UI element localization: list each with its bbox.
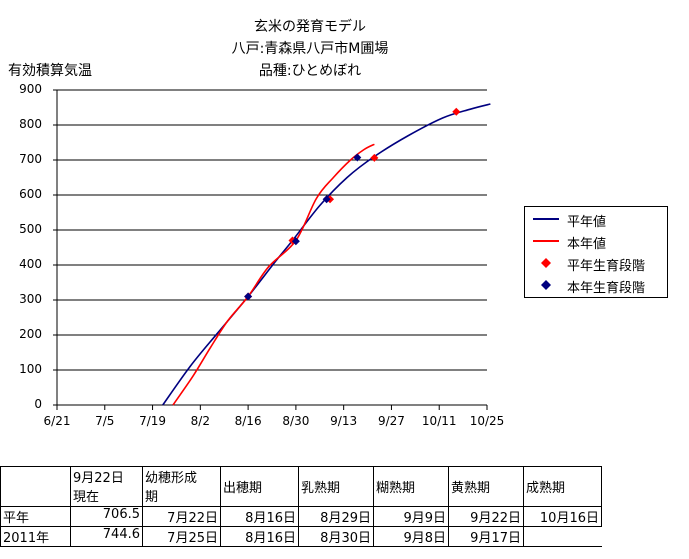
table-cell: 7月25日 xyxy=(142,526,221,547)
x-tick-label: 7/5 xyxy=(95,414,115,428)
legend-label: 平年値 xyxy=(567,215,607,230)
y-tick-label: 800 xyxy=(19,117,42,131)
legend-item-this-year-stage: 本年生育段階 xyxy=(531,275,665,296)
table-cell: 2011年 xyxy=(0,526,71,547)
table-cell: 9月17日 xyxy=(448,526,524,547)
series-line-normal xyxy=(162,103,491,406)
table-cell: 7月22日 xyxy=(142,506,221,527)
chart-title-line-1: 玄米の発育モデル xyxy=(254,19,366,35)
y-tick-label: 500 xyxy=(19,222,42,236)
table-header-cell: 乳熟期 xyxy=(298,466,374,507)
y-tick-label: 600 xyxy=(19,187,42,201)
series-line-this-year xyxy=(172,143,375,406)
chart xyxy=(53,89,491,410)
table-cell: 9月22日 xyxy=(448,506,524,527)
chart-title-line-3: 品種:ひとめぼれ xyxy=(258,63,362,79)
x-tick-label: 9/13 xyxy=(330,414,358,428)
table-header-cell: 黄熟期 xyxy=(448,466,524,507)
table-header-cell: 出穂期 xyxy=(220,466,299,507)
y-tick-label: 900 xyxy=(19,82,42,96)
table-cell: 706.5 xyxy=(70,506,143,527)
axes xyxy=(53,89,488,410)
marker-this-year-stage xyxy=(353,153,362,162)
legend-item-normal-line: 平年値 xyxy=(531,209,665,230)
y-tick-label: 100 xyxy=(19,362,42,376)
table-cell: 10月16日 xyxy=(523,506,602,527)
table-cell: 744.6 xyxy=(70,526,143,547)
table-header-cell: 9月22日 現在 xyxy=(70,466,143,507)
x-tick-label: 8/16 xyxy=(234,414,262,428)
table-row: 平年 706.5 7月22日 8月16日 8月29日 9月9日 9月22日 10… xyxy=(0,506,602,527)
grid-lines xyxy=(57,89,487,406)
marker-normal-stage xyxy=(370,153,379,162)
table-header-cell: 糊熟期 xyxy=(373,466,449,507)
table-cell: 平年 xyxy=(0,506,71,527)
table-header-cell xyxy=(0,466,71,507)
x-tick-label: 6/21 xyxy=(43,414,71,428)
y-tick-label: 400 xyxy=(19,257,42,271)
x-tick-label: 7/19 xyxy=(139,414,167,428)
table-header-cell: 幼穂形成 期 xyxy=(142,466,221,507)
marker-this-year-stage xyxy=(291,237,300,246)
table-cell: 8月30日 xyxy=(298,526,374,547)
legend-item-this-year-line: 本年値 xyxy=(531,231,665,252)
x-tick-label: 8/2 xyxy=(190,414,210,428)
table-row: 2011年 744.6 7月25日 8月16日 8月30日 9月8日 9月17日 xyxy=(0,526,602,547)
chart-title-line-2: 八戸:青森県八戸市M圃場 xyxy=(231,41,389,57)
y-tick-label: 700 xyxy=(19,152,42,166)
x-tick-label: 10/25 xyxy=(469,414,505,428)
legend-item-normal-stage: 平年生育段階 xyxy=(531,253,665,274)
legend-label: 平年生育段階 xyxy=(567,259,646,274)
table-header-row: 9月22日 現在 幼穂形成 期 出穂期 乳熟期 糊熟期 黄熟期 成熟期 xyxy=(0,466,602,507)
table-cell: 8月16日 xyxy=(220,526,299,547)
table-cell xyxy=(523,526,602,547)
table-cell: 8月16日 xyxy=(220,506,299,527)
marker-normal-stage xyxy=(452,107,461,116)
marker-this-year-stage xyxy=(244,292,253,301)
y-tick-label: 300 xyxy=(19,292,42,306)
x-tick-label: 8/30 xyxy=(282,414,310,428)
legend-label: 本年値 xyxy=(567,237,607,252)
table-cell: 9月8日 xyxy=(373,526,449,547)
y-tick-label: 200 xyxy=(19,327,42,341)
series xyxy=(162,103,491,406)
growth-stage-table: 9月22日 現在 幼穂形成 期 出穂期 乳熟期 糊熟期 黄熟期 成熟期 平年 7… xyxy=(0,466,602,547)
table-header-cell: 成熟期 xyxy=(523,466,602,507)
legend: 平年値 本年値 平年生育段階 本年生育段階 xyxy=(524,206,668,298)
x-tick-label: 9/27 xyxy=(377,414,405,428)
y-axis-label: 有効積算気温 xyxy=(8,63,92,79)
table-cell: 8月29日 xyxy=(298,506,374,527)
table-cell: 9月9日 xyxy=(373,506,449,527)
y-tick-label: 0 xyxy=(34,397,42,411)
marker-this-year-stage xyxy=(322,195,331,204)
x-tick-label: 10/11 xyxy=(421,414,457,428)
legend-label: 本年生育段階 xyxy=(567,281,646,296)
